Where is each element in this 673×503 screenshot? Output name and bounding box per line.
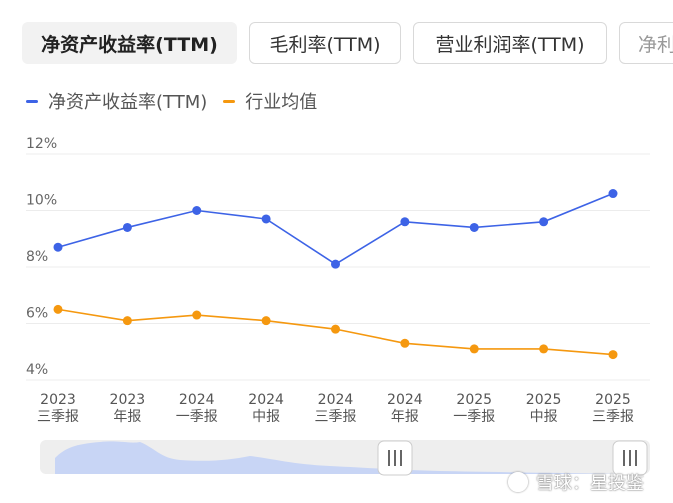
x-tick-period: 三季报 [37, 409, 79, 425]
data-point[interactable] [470, 344, 479, 353]
x-tick-period: 一季报 [176, 409, 218, 425]
x-tick-period: 一季报 [453, 409, 495, 425]
data-point[interactable] [539, 344, 548, 353]
x-tick-year: 2024 [387, 392, 423, 408]
watermark: 雪球：星投鉴 [508, 469, 644, 495]
y-tick-label: 6% [26, 306, 48, 322]
tab-operating-margin[interactable]: 营业利润率(TTM) [413, 22, 607, 64]
x-tick-period: 三季报 [315, 409, 357, 425]
legend-swatch-roe [26, 100, 38, 103]
tab-gross-margin[interactable]: 毛利率(TTM) [249, 22, 401, 64]
data-point[interactable] [331, 260, 340, 269]
data-point[interactable] [400, 339, 409, 348]
series-group [54, 189, 618, 359]
x-tick-period: 中报 [530, 409, 558, 425]
x-tick-period: 年报 [391, 409, 419, 425]
watermark-text: 雪球：星投鉴 [536, 469, 644, 495]
x-tick-year: 2025 [595, 392, 631, 408]
data-point[interactable] [539, 217, 548, 226]
data-point[interactable] [331, 325, 340, 334]
y-tick-label: 4% [26, 362, 48, 378]
line-chart: 12%10%8%6%4% 2023三季报2023年报2024一季报2024中报2… [0, 130, 673, 430]
data-point[interactable] [54, 305, 63, 314]
x-tick-period: 年报 [113, 409, 141, 425]
data-point[interactable] [123, 223, 132, 232]
tab-roe[interactable]: 净资产收益率(TTM) [22, 22, 237, 64]
x-tick-period: 三季报 [592, 409, 634, 425]
y-tick-label: 10% [26, 193, 57, 209]
data-point[interactable] [400, 217, 409, 226]
data-point[interactable] [262, 316, 271, 325]
data-point[interactable] [262, 214, 271, 223]
x-tick-year: 2024 [248, 392, 284, 408]
data-point[interactable] [54, 243, 63, 252]
y-tick-label: 8% [26, 249, 48, 265]
chart-legend: 净资产收益率(TTM) 行业均值 [26, 89, 333, 113]
data-point[interactable] [192, 311, 201, 320]
data-point[interactable] [609, 350, 618, 359]
x-tick-year: 2023 [40, 392, 76, 408]
legend-item-industry[interactable]: 行业均值 [223, 88, 317, 114]
legend-item-roe[interactable]: 净资产收益率(TTM) [26, 88, 207, 114]
series-line-0 [58, 194, 613, 265]
legend-label-industry: 行业均值 [245, 88, 317, 114]
snowball-logo-icon [508, 472, 528, 492]
x-tick-period: 中报 [252, 409, 280, 425]
metric-tabs: 净资产收益率(TTM) 毛利率(TTM) 营业利润率(TTM) 净利 [0, 0, 673, 70]
data-point[interactable] [123, 316, 132, 325]
y-axis-ticks: 12% 10% 8% 6% 4% [26, 136, 57, 378]
data-point[interactable] [192, 206, 201, 215]
data-point[interactable] [470, 223, 479, 232]
legend-label-roe: 净资产收益率(TTM) [48, 88, 207, 114]
legend-swatch-industry [223, 100, 235, 103]
tab-net-margin[interactable]: 净利 [619, 22, 673, 64]
x-axis-ticks: 2023三季报2023年报2024一季报2024中报2024三季报2024年报2… [37, 392, 634, 425]
data-point[interactable] [609, 189, 618, 198]
y-tick-label: 12% [26, 136, 57, 152]
x-tick-year: 2023 [110, 392, 146, 408]
x-tick-year: 2024 [179, 392, 215, 408]
x-tick-year: 2025 [526, 392, 562, 408]
x-tick-year: 2024 [318, 392, 354, 408]
x-tick-year: 2025 [456, 392, 492, 408]
